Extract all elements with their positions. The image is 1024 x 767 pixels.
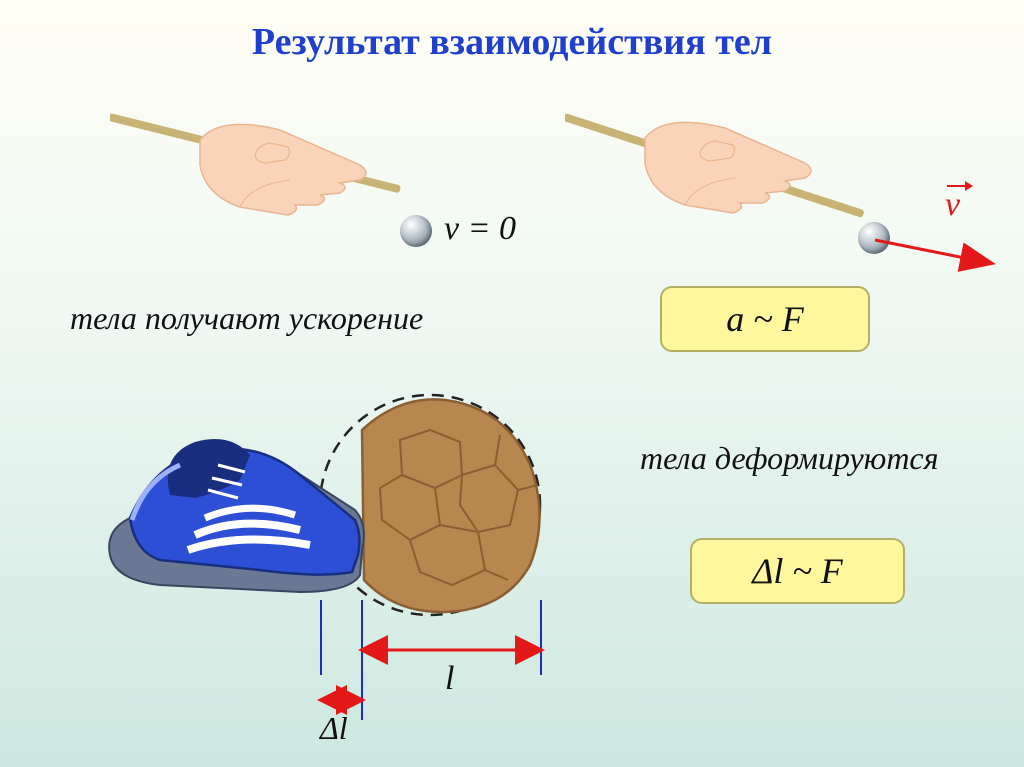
dl-label: Δl	[320, 710, 348, 747]
caption-deformation: тела деформируются	[640, 440, 939, 477]
formula-box-dlF: Δl ~ F	[690, 538, 905, 604]
shoe-ball-diagram	[100, 380, 570, 735]
velocity-arrow	[870, 225, 1010, 275]
velocity-label: v	[945, 178, 975, 224]
hand-stick-right	[565, 105, 915, 280]
l-label: l	[445, 660, 454, 698]
formula-box-aF: a ~ F	[660, 286, 870, 352]
v-zero-label: v = 0	[444, 210, 516, 248]
shoe-icon	[109, 439, 364, 592]
hand-stick-left	[110, 105, 450, 260]
ball-left	[400, 215, 432, 247]
page-title: Результат взаимодействия тел	[0, 20, 1024, 64]
caption-acceleration: тела получают ускорение	[70, 300, 423, 337]
